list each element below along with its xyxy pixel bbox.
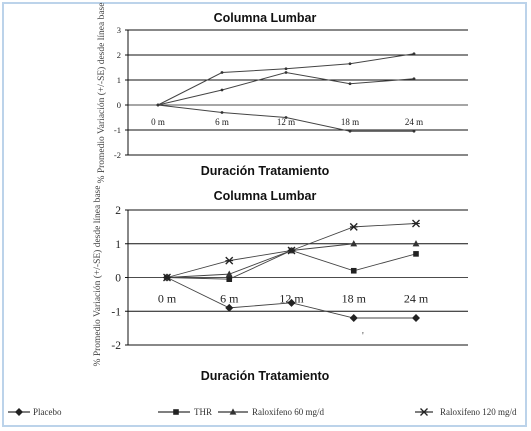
legend-item: Raloxifeno 60 mg/d [218,407,324,417]
data-point [350,240,358,247]
legend-label: Placebo [33,407,62,417]
data-point [349,222,358,231]
y-tick-label: 0 [117,100,121,110]
legend-label: Raloxifeno 60 mg/d [252,407,324,417]
legend: Placebo THR Raloxifeno 60 mg/d Raloxifeno 1… [8,407,517,417]
legend-item: THR [158,407,212,417]
data-point [350,267,357,274]
x-tick-label: 0 m [158,292,177,306]
data-point [412,219,420,228]
data-point [163,273,171,282]
data-point [412,129,416,133]
x-tick-label: 18 m [342,292,367,306]
series-line [157,53,415,106]
data-point [412,52,416,56]
legend-item: Raloxifeno 120 mg/d [415,407,517,417]
x-tick-label: 12 m [279,292,304,306]
series-3 [156,103,416,133]
data-point [284,67,288,71]
legend-item: Placebo [8,407,62,417]
series-4 [163,219,420,282]
x-tick-label: 24 m [405,117,423,127]
chart-bottom: Columna Lumbar % Promedio Variación (+/-… [92,186,468,383]
y-tick-label: 3 [117,25,121,35]
chart-bottom-ylabel: % Promedio Variación (+/-SE) desde línea… [92,186,103,367]
chart-bottom-title: Columna Lumbar [214,189,317,203]
series-3 [163,240,420,281]
chart-top-title: Columna Lumbar [214,11,317,25]
chart-bottom-xlabel: Duración Tratamiento [201,369,330,383]
data-point [226,276,233,282]
series-line [166,250,417,280]
data-point [287,246,296,255]
data-point [348,129,352,133]
data-point [220,88,224,92]
data-point [412,240,420,247]
data-point [287,298,296,307]
legend-star-marker [420,408,428,416]
data-point [220,111,224,114]
chart-top-xlabel: Duración Tratamiento [201,164,330,178]
y-tick-label: 1 [117,75,121,85]
y-tick-label: -2 [111,340,121,352]
data-point [348,82,352,86]
data-point [156,103,160,107]
data-point [284,116,288,119]
y-tick-label: 0 [115,273,121,285]
data-point [225,256,234,265]
y-tick-label: -1 [111,306,121,318]
legend-label: Raloxifeno 120 mg/d [440,407,517,417]
series-2 [156,71,416,107]
x-tick-label: 12 m [277,117,295,127]
series-1 [156,52,416,107]
y-tick-label: -1 [114,125,121,135]
y-tick-label: -2 [114,150,121,160]
x-tick-label: 0 m [151,117,165,127]
legend-triangle-marker [229,408,237,415]
data-point [225,270,233,277]
y-tick-label: 2 [117,50,121,60]
data-point [225,303,234,312]
x-tick-label: 18 m [341,117,359,127]
legend-square-marker [173,409,179,415]
legend-diamond-marker [15,408,23,416]
figure-frame [2,2,527,427]
y-tick-label: 2 [115,205,121,217]
data-point [220,71,224,74]
y-tick-label: 1 [115,239,121,251]
data-point [413,251,419,257]
stray-mark: ' [362,331,364,342]
data-point [349,314,358,322]
x-tick-label: 24 m [404,292,429,306]
chart-top-ylabel: % Promedio Variación (+/-SE) desde línea… [96,3,107,184]
series-line [157,71,415,106]
chart-top: Columna Lumbar % Promedio Variación (+/-… [96,3,468,184]
legend-label: THR [194,407,212,417]
data-point [284,71,288,74]
data-point [348,62,352,66]
x-tick-label: 6 m [215,117,229,127]
data-point [412,77,416,81]
data-point [412,314,420,322]
x-tick-label: 6 m [220,292,239,306]
